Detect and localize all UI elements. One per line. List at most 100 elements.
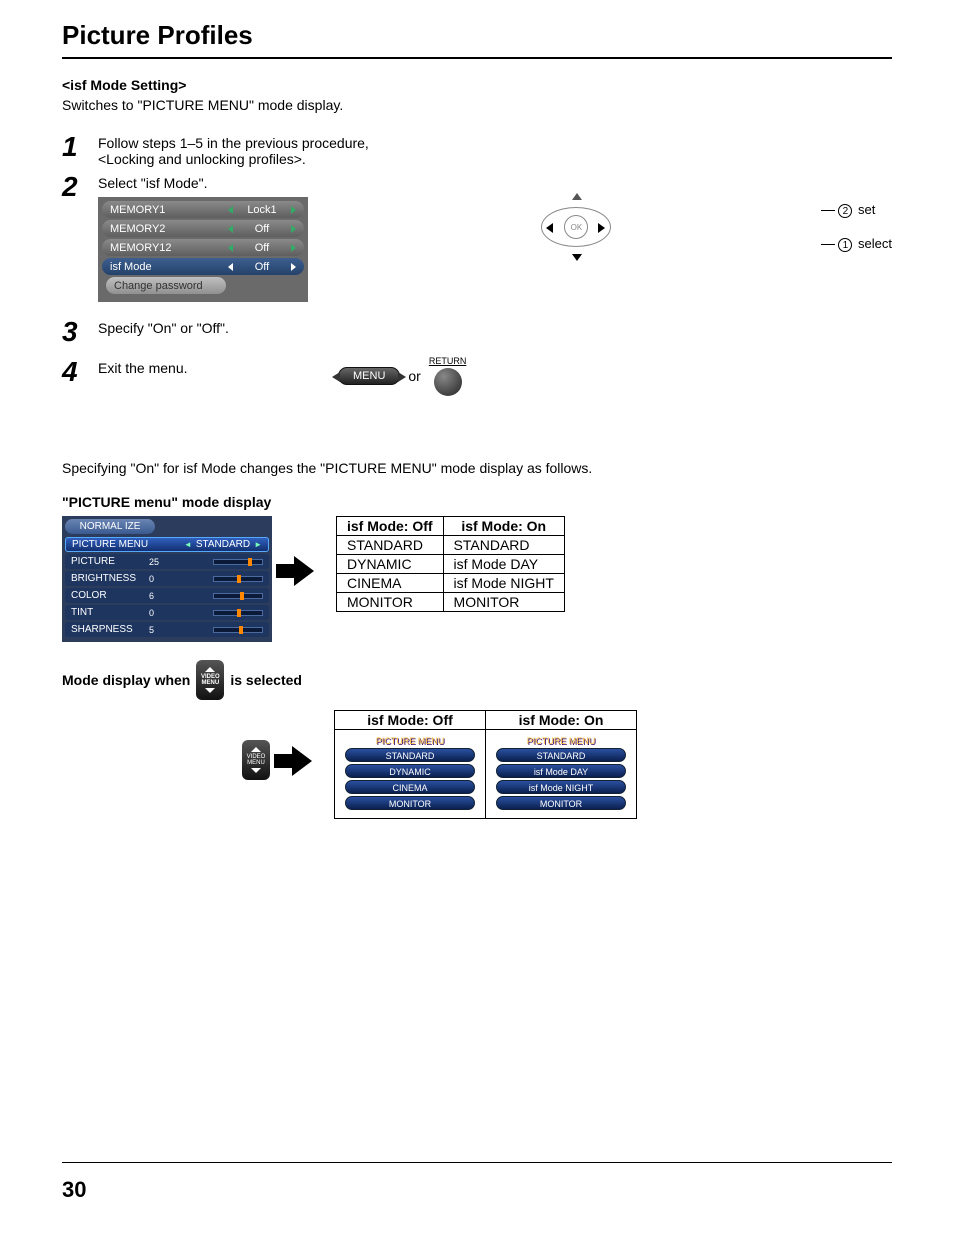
brightness-row[interactable]: BRIGHTNESS 0: [65, 571, 269, 586]
menu-label: isf Mode: [110, 261, 228, 273]
row-label: COLOR: [71, 590, 149, 601]
callout-label: select: [858, 236, 892, 251]
isf-mode-table: isf Mode: Off isf Mode: On STANDARDSTAND…: [336, 516, 565, 612]
arrow-up-icon[interactable]: [572, 193, 582, 200]
video-menu-label: VIDEO MENU: [247, 754, 266, 766]
osd-item: STANDARD: [345, 748, 475, 762]
menu-button[interactable]: MENU: [338, 367, 400, 385]
video-menu-button[interactable]: VIDEO MENU: [196, 660, 224, 700]
osd-item: CINEMA: [345, 780, 475, 794]
section-intro: Switches to "PICTURE MENU" mode display.: [62, 97, 892, 113]
table-cell: CINEMA: [337, 574, 444, 593]
color-row[interactable]: COLOR 6: [65, 588, 269, 603]
tint-row[interactable]: TINT 0: [65, 605, 269, 620]
remote-dpad: OK: [536, 187, 616, 267]
mode-display-heading: is selected: [230, 672, 302, 688]
table-cell: MONITOR: [337, 593, 444, 612]
chevron-left-icon: ◄: [184, 540, 192, 549]
picture-menu-row[interactable]: PICTURE MENU ◄ STANDARD ►: [65, 537, 269, 552]
menu-value: Off: [237, 242, 287, 254]
menu-value: Off: [237, 261, 287, 273]
arrow-left-icon[interactable]: [546, 223, 553, 233]
footer-rule: [62, 1162, 892, 1163]
slider: [213, 627, 263, 633]
return-label: RETURN: [429, 356, 467, 366]
step-number: 1: [62, 131, 98, 161]
arrow-right-icon: [292, 746, 312, 776]
slider: [213, 610, 263, 616]
menu-item-memory2[interactable]: MEMORY2 Off: [102, 220, 304, 237]
callout-number: 2: [838, 204, 852, 218]
picture-row[interactable]: PICTURE 25: [65, 554, 269, 569]
page-number: 30: [62, 1177, 86, 1203]
chevron-left-icon: [228, 225, 233, 233]
arrow-down-icon[interactable]: [572, 254, 582, 261]
chevron-down-icon: [205, 688, 215, 693]
table-cell: isf Mode NIGHT: [443, 574, 564, 593]
menu-label: Change password: [114, 280, 203, 292]
tab-label: NORMAL IZE: [80, 521, 141, 532]
osd-item: MONITOR: [345, 796, 475, 810]
video-menu-button[interactable]: VIDEO MENU: [242, 740, 270, 780]
callout-number: 1: [838, 238, 852, 252]
video-menu-label: VIDEO MENU: [201, 674, 220, 686]
chevron-right-icon: [291, 206, 296, 214]
chevron-right-icon: [291, 244, 296, 252]
table-cell: STANDARD: [443, 536, 564, 555]
osd-header: PICTURE MENU: [496, 736, 626, 746]
row-label: BRIGHTNESS: [71, 573, 149, 584]
or-label: or: [408, 368, 420, 384]
row-label: SHARPNESS: [71, 624, 149, 635]
chevron-down-icon: [251, 768, 261, 773]
osd-list-off: PICTURE MENU STANDARD DYNAMIC CINEMA MON…: [345, 736, 475, 810]
table-cell: isf Mode DAY: [443, 555, 564, 574]
step-text: Select "isf Mode".: [98, 175, 308, 191]
picture-menu-heading: "PICTURE menu" mode display: [62, 494, 892, 510]
row-value: 6: [149, 591, 209, 601]
menu-label: MEMORY1: [110, 204, 228, 216]
chevron-right-icon: ►: [254, 540, 262, 549]
osd-item: isf Mode DAY: [496, 764, 626, 778]
arrow-right-icon[interactable]: [598, 223, 605, 233]
chevron-right-icon: [291, 263, 296, 271]
row-label: TINT: [71, 607, 149, 618]
step-number: 4: [62, 356, 98, 386]
step-text: <Locking and unlocking profiles>.: [98, 151, 438, 167]
row-value: 5: [149, 625, 209, 635]
menu-value: Lock1: [237, 204, 287, 216]
slider: [213, 576, 263, 582]
menu-item-change-password[interactable]: Change password: [106, 277, 226, 294]
step-text: Specify "On" or "Off".: [98, 316, 438, 336]
menu-value: Off: [237, 223, 287, 235]
menu-item-memory1[interactable]: MEMORY1 Lock1: [102, 201, 304, 218]
step-number: 3: [62, 316, 98, 346]
table-header: isf Mode: Off: [337, 517, 444, 536]
sharpness-row[interactable]: SHARPNESS 5: [65, 622, 269, 637]
slider: [213, 559, 263, 565]
chevron-left-icon: [228, 244, 233, 252]
normalize-tab[interactable]: NORMAL IZE: [65, 519, 155, 534]
step-text: Follow steps 1–5 in the previous procedu…: [98, 135, 438, 151]
mode-display-heading: Mode display when: [62, 672, 190, 688]
chevron-left-icon: [228, 263, 233, 271]
menu-item-memory12[interactable]: MEMORY12 Off: [102, 239, 304, 256]
slider: [213, 593, 263, 599]
osd-header: PICTURE MENU: [345, 736, 475, 746]
row-label: PICTURE MENU: [72, 539, 184, 550]
osd-item: isf Mode NIGHT: [496, 780, 626, 794]
result-text: Specifying "On" for isf Mode changes the…: [62, 460, 892, 476]
row-value: 25: [149, 557, 209, 567]
osd-item: STANDARD: [496, 748, 626, 762]
chevron-right-icon: [291, 225, 296, 233]
chevron-left-icon: [228, 206, 233, 214]
section-heading: <isf Mode Setting>: [62, 77, 892, 93]
return-button[interactable]: [434, 368, 462, 396]
osd-list-on: PICTURE MENU STANDARD isf Mode DAY isf M…: [496, 736, 626, 810]
picture-menu-osd: NORMAL IZE PICTURE MENU ◄ STANDARD ► PIC…: [62, 516, 272, 642]
table-header: isf Mode: On: [486, 711, 637, 730]
menu-item-isf-mode[interactable]: isf Mode Off: [102, 258, 304, 275]
table-cell: MONITOR: [443, 593, 564, 612]
page-title: Picture Profiles: [62, 20, 892, 59]
osd-item: DYNAMIC: [345, 764, 475, 778]
chevron-up-icon: [205, 667, 215, 672]
